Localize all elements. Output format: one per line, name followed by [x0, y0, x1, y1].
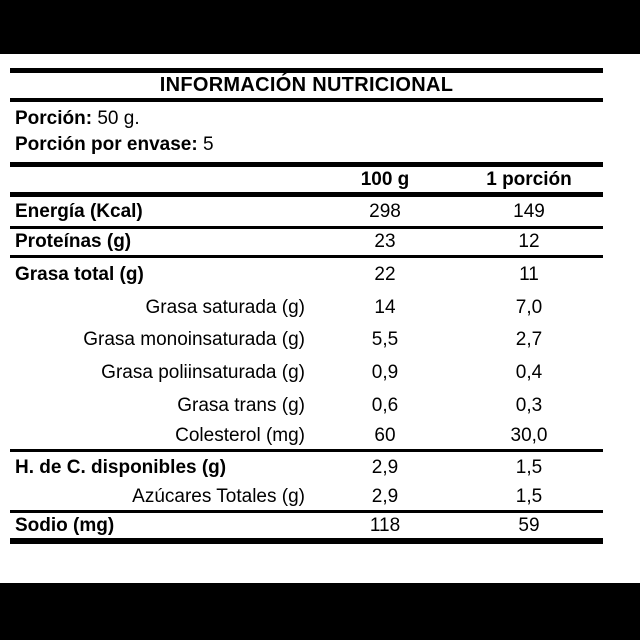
row-label: Proteínas (g)	[15, 231, 132, 252]
row-value-100g: 60	[374, 424, 396, 446]
serving-size-label: Porción:	[15, 108, 93, 129]
table-row-grasa-trans: Grasa trans (g) 0,6 0,3	[10, 389, 603, 422]
row-label: Grasa poliinsaturada (g)	[101, 361, 305, 383]
row-value-porcion: 7,0	[515, 296, 543, 318]
row-value-porcion: 1,5	[515, 457, 543, 478]
row-label: Grasa monoinsaturada (g)	[83, 329, 305, 350]
row-value-100g: 118	[369, 514, 401, 536]
top-black-bar	[0, 0, 640, 54]
table-row-grasa-total: Grasa total (g) 22 11	[10, 258, 603, 291]
row-value-porcion: 59	[518, 514, 540, 536]
table-title: INFORMACIÓN NUTRICIONAL	[10, 73, 603, 102]
row-label: Grasa trans (g)	[177, 394, 305, 416]
table-row-hidratos-disponibles: H. de C. disponibles (g) 2,9 1,5	[10, 452, 603, 484]
table-row-azucares-totales: Azúcares Totales (g) 2,9 1,5	[10, 484, 603, 513]
serving-size-line: Porción: 50 g.	[15, 106, 603, 132]
column-header-100g: 100 g	[360, 168, 410, 190]
row-value-porcion: 2,7	[515, 329, 543, 350]
row-value-100g: 2,9	[371, 486, 399, 507]
row-value-porcion: 12	[518, 231, 540, 252]
row-value-100g: 0,6	[371, 394, 399, 416]
table-row-colesterol: Colesterol (mg) 60 30,0	[10, 422, 603, 452]
row-value-100g: 22	[374, 263, 396, 285]
row-value-porcion: 1,5	[515, 486, 543, 507]
table-row-energia: Energía (Kcal) 298 149	[10, 197, 603, 229]
row-label: Azúcares Totales (g)	[132, 486, 305, 507]
bottom-black-bar	[0, 583, 640, 640]
row-label: Grasa saturada (g)	[145, 296, 305, 318]
row-value-porcion: 0,3	[515, 394, 543, 416]
table-row-grasa-saturada: Grasa saturada (g) 14 7,0	[10, 291, 603, 324]
row-value-100g: 14	[374, 296, 396, 318]
row-value-100g: 5,5	[371, 329, 399, 350]
table-row-grasa-monoinsaturada: Grasa monoinsaturada (g) 5,5 2,7	[10, 324, 603, 356]
row-value-100g: 23	[374, 231, 396, 252]
row-value-porcion: 149	[513, 200, 545, 222]
row-value-porcion: 0,4	[515, 361, 543, 383]
serving-size-value: 50 g.	[97, 108, 140, 129]
table-row-proteinas: Proteínas (g) 23 12	[10, 229, 603, 258]
column-header-row: 100 g 1 porción	[10, 167, 603, 197]
table-row-sodio: Sodio (mg) 118 59	[10, 513, 603, 544]
column-header-porcion: 1 porción	[486, 168, 572, 190]
row-value-porcion: 11	[519, 263, 539, 285]
table-row-grasa-poliinsaturada: Grasa poliinsaturada (g) 0,9 0,4	[10, 356, 603, 389]
row-label: Colesterol (mg)	[175, 424, 305, 446]
row-value-100g: 0,9	[371, 361, 399, 383]
row-value-porcion: 30,0	[510, 424, 548, 446]
serving-info-block: Porción: 50 g. Porción por envase: 5	[10, 102, 603, 167]
servings-per-container-label: Porción por envase:	[15, 134, 198, 155]
nutrition-facts-table: INFORMACIÓN NUTRICIONAL Porción: 50 g. P…	[10, 68, 603, 544]
row-label: Sodio (mg)	[15, 514, 115, 536]
servings-per-container-value: 5	[202, 134, 214, 155]
row-label: Grasa total (g)	[15, 263, 144, 285]
row-value-100g: 2,9	[371, 457, 399, 478]
row-value-100g: 298	[369, 200, 401, 222]
row-label: Energía (Kcal)	[15, 200, 143, 222]
row-label: H. de C. disponibles (g)	[15, 457, 227, 478]
servings-per-container-line: Porción por envase: 5	[15, 132, 603, 158]
